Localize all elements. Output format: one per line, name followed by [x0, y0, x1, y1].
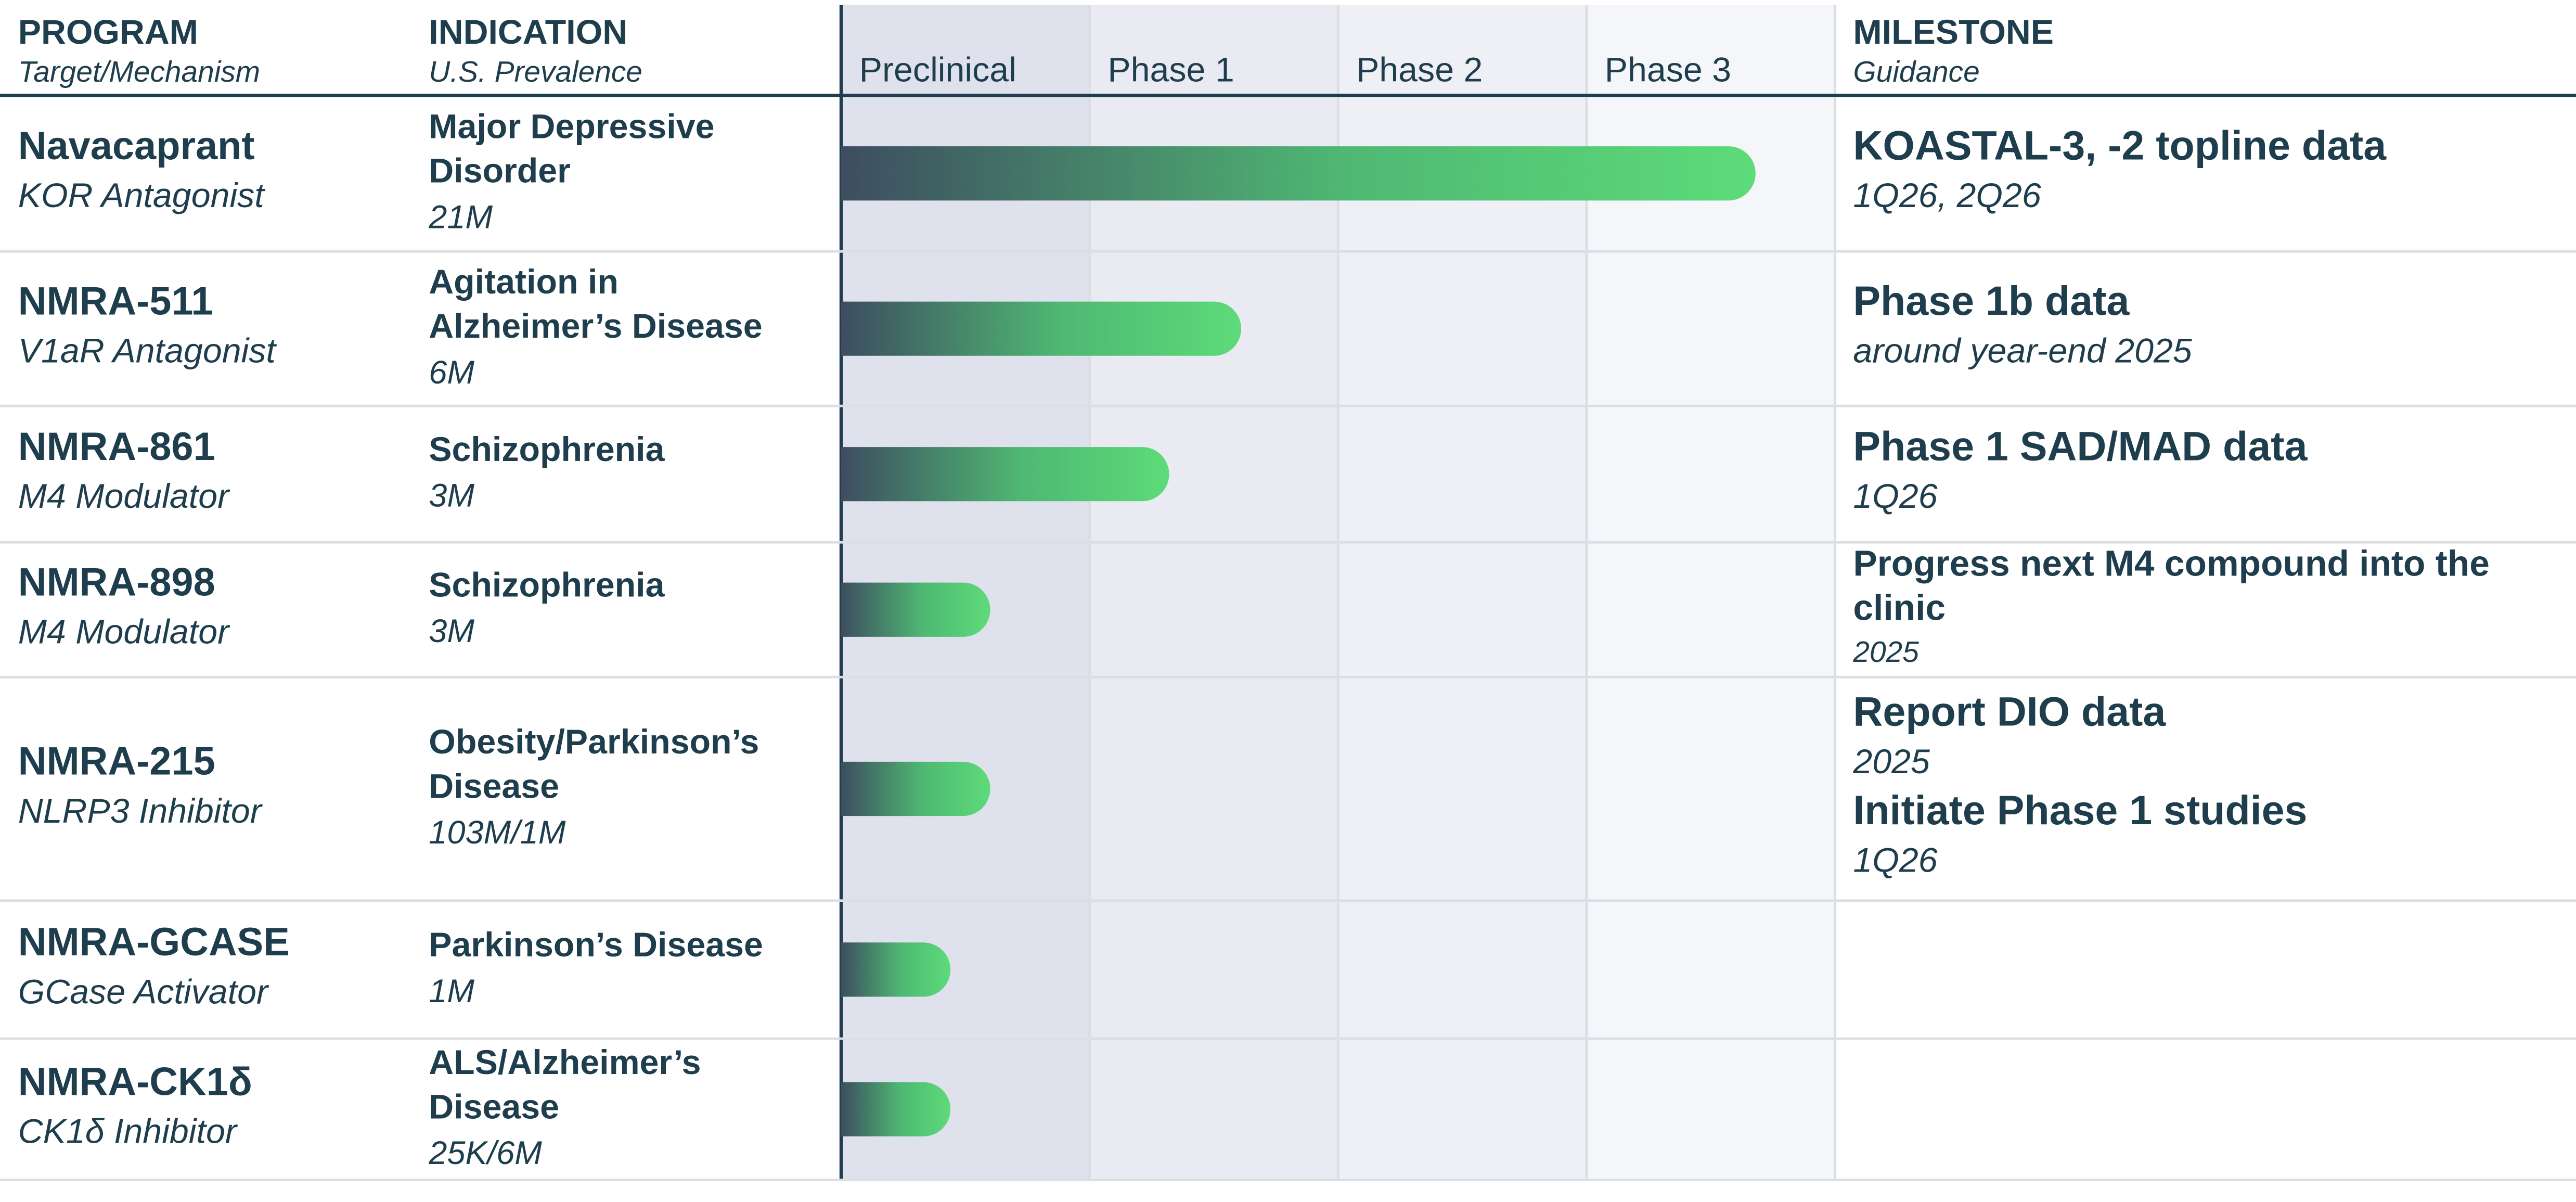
progress-bar: [841, 942, 951, 997]
indication: Schizophrenia: [429, 430, 665, 469]
milestone-title: Phase 1b data: [1853, 278, 2130, 324]
milestone-detail: 1Q26: [1853, 477, 1937, 516]
phase-bg: [1089, 5, 1338, 1180]
target: M4 Modulator: [18, 613, 230, 651]
phase-bg: [1586, 5, 1835, 1180]
prevalence: 3M: [429, 478, 474, 514]
indication: Agitation in: [429, 263, 619, 301]
milestone-title: Progress next M4 compound into the: [1853, 543, 2490, 583]
prevalence: 1M: [429, 973, 474, 1009]
target: NLRP3 Inhibitor: [18, 792, 263, 830]
milestone-detail: 2025: [1852, 636, 1919, 669]
progress-bar: [841, 582, 990, 637]
indication: Disorder: [429, 152, 571, 190]
program: NMRA-215: [18, 739, 215, 784]
milestone-detail: around year-end 2025: [1853, 332, 2192, 370]
indication: Alzheimer’s Disease: [429, 307, 762, 346]
header-sub: Guidance: [1853, 56, 1979, 88]
indication: Parkinson’s Disease: [429, 926, 763, 964]
milestone-title: Report DIO data: [1853, 689, 2166, 735]
header: MILESTONE: [1853, 13, 2054, 52]
milestone-title: clinic: [1853, 587, 1946, 628]
indication: Obesity/Parkinson’s: [429, 723, 759, 761]
target: GCase Activator: [18, 973, 269, 1011]
milestone-detail: 1Q26: [1853, 841, 1937, 880]
column-lines: [1088, 5, 1837, 1180]
target: KOR Antagonist: [18, 176, 266, 215]
milestone-detail: 1Q26, 2Q26: [1853, 176, 2041, 215]
indication: ALS/Alzheimer’s: [429, 1043, 701, 1082]
prevalence: 21M: [428, 199, 493, 235]
progress-bar: [841, 447, 1169, 502]
indication: Disease: [429, 1088, 559, 1126]
prevalence: 103M/1M: [429, 814, 566, 851]
prevalence: 6M: [429, 354, 474, 391]
progress-bar: [841, 146, 1756, 201]
program: Navacaprant: [18, 124, 255, 168]
program: NMRA-861: [18, 425, 215, 469]
header: INDICATION: [429, 13, 627, 52]
phase-label: Phase 3: [1605, 51, 1731, 89]
program: NMRA-511: [18, 279, 213, 323]
header-sub: Target/Mechanism: [18, 56, 260, 88]
program: NMRA-898: [18, 560, 215, 604]
progress-bar: [841, 1082, 951, 1136]
indication: Disease: [429, 767, 559, 805]
prevalence: 25K/6M: [428, 1135, 542, 1171]
header-sub: U.S. Prevalence: [429, 56, 642, 88]
phase-label: Preclinical: [859, 51, 1016, 89]
indication: Schizophrenia: [429, 566, 665, 605]
target: CK1δ Inhibitor: [18, 1113, 238, 1151]
target: M4 Modulator: [18, 477, 230, 516]
phase-bg: [1338, 5, 1587, 1180]
target: V1aR Antagonist: [18, 332, 277, 370]
phase-label: Phase 1: [1107, 51, 1234, 89]
prevalence: 3M: [429, 613, 474, 649]
milestone-title: Phase 1 SAD/MAD data: [1853, 424, 2308, 469]
header: PROGRAM: [18, 13, 198, 52]
milestone-title: Initiate Phase 1 studies: [1853, 787, 2307, 833]
progress-bar: [841, 761, 990, 816]
program: NMRA-CK1δ: [18, 1059, 252, 1104]
phase-label: Phase 2: [1356, 51, 1483, 89]
indication: Major Depressive: [429, 107, 714, 146]
program: NMRA-GCASE: [18, 920, 290, 964]
milestone-title: KOASTAL-3, -2 topline data: [1853, 123, 2387, 169]
milestone-detail: 2025: [1852, 743, 1930, 781]
progress-bar: [841, 301, 1242, 356]
